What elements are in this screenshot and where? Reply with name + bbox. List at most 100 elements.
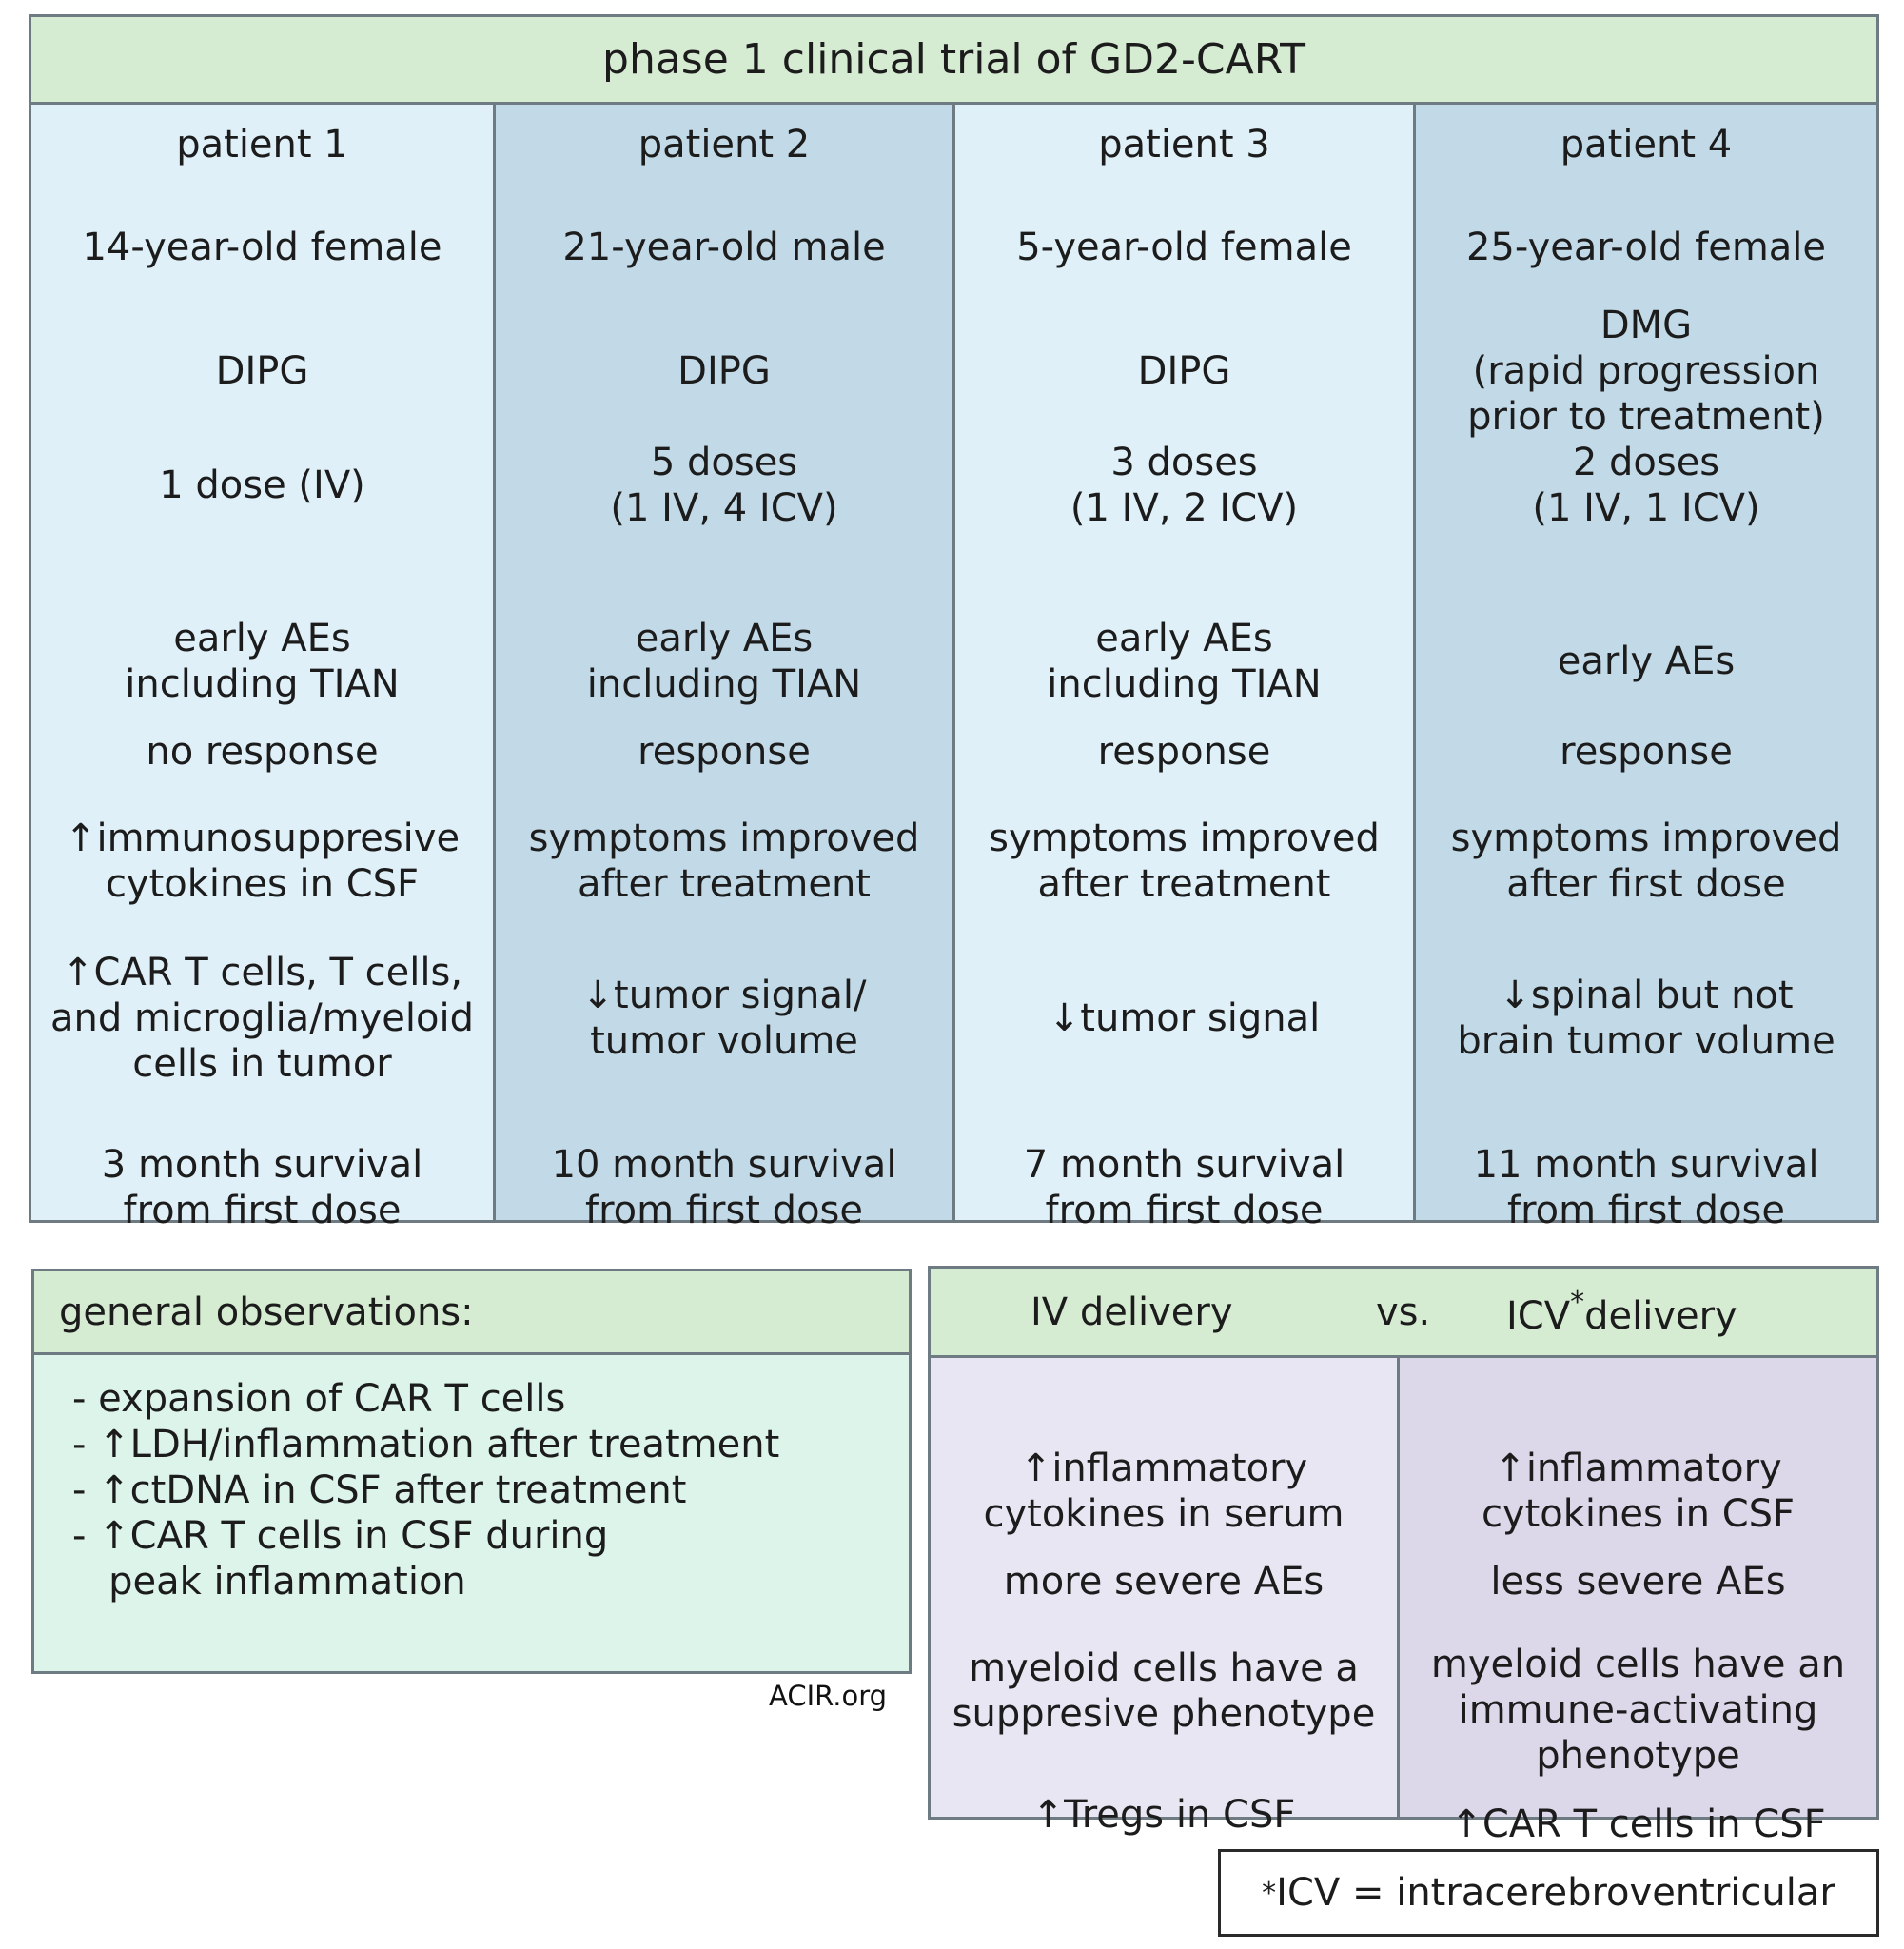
iv-cytokines-finding-line: cytokines in serum xyxy=(983,1492,1345,1536)
icv-myeloid-phenotype-line: immune-activating xyxy=(1458,1688,1818,1732)
iv-myeloid-phenotype-line: suppresive phenotype xyxy=(952,1692,1376,1736)
patient-label-line: patient 2 xyxy=(638,123,811,167)
response: response xyxy=(961,729,1407,775)
doses-line: (1 IV, 4 ICV) xyxy=(610,486,838,530)
age-sex-line: 25-year-old female xyxy=(1465,226,1827,269)
icv-delivery-column: ↑inflammatory cytokines in CSF less severe… xyxy=(1397,1358,1876,1846)
adverse-events-line: including TIAN xyxy=(586,662,862,706)
clinical-finding-line: symptoms improved xyxy=(528,817,920,860)
icv-myeloid-phenotype-line: phenotype xyxy=(1536,1734,1740,1778)
adverse-events: early AEs including TIAN xyxy=(37,616,487,707)
patient-label: patient 4 xyxy=(1422,122,1871,167)
iv-ae-severity: more severe AEs xyxy=(936,1559,1391,1604)
icv-myeloid-phenotype: myeloid cells have an immune-activating ph… xyxy=(1405,1642,1871,1779)
diagnosis-line: (rapid progression xyxy=(1472,349,1820,393)
age-sex-line: 5-year-old female xyxy=(1016,226,1352,269)
diagnosis: DMG (rapid progression prior to treatment) xyxy=(1422,303,1871,440)
icv-csf-cell-finding: ↑CAR T cells in CSF xyxy=(1405,1801,1871,1847)
trial-title: phase 1 clinical trial of GD2-CART xyxy=(31,17,1876,105)
clinical-finding-line: ↑immunosuppresive xyxy=(64,817,461,860)
diagnosis: DIPG xyxy=(501,348,947,394)
footnote-text: ICV = intracerebroventricular xyxy=(1276,1871,1835,1915)
observation-item: - ↑ctDNA in CSF after treatment xyxy=(72,1468,687,1512)
icv-cytokines-finding-line: cytokines in CSF xyxy=(1481,1492,1796,1536)
patient-column-1: patient 1 14-year-old female DIPG 1 dose (I… xyxy=(31,105,493,1232)
trial-title-text: phase 1 clinical trial of GD2-CART xyxy=(602,35,1305,84)
patient-label-line: patient 1 xyxy=(176,123,348,167)
response-line: response xyxy=(1560,730,1733,774)
adverse-events-line: early AEs xyxy=(1095,617,1273,660)
imaging-finding-line: ↑CAR T cells, T cells, xyxy=(61,951,463,994)
imaging-finding-line: ↓spinal but not xyxy=(1499,974,1794,1017)
clinical-finding-line: after treatment xyxy=(577,862,871,906)
survival-line: from first dose xyxy=(585,1189,863,1232)
diagnosis-line: DMG xyxy=(1600,304,1693,347)
diagnosis-line: DIPG xyxy=(1137,349,1231,393)
observations-header: general observations: xyxy=(34,1271,909,1355)
survival: 11 month survival from first dose xyxy=(1422,1142,1871,1233)
observation-item: - ↑CAR T cells in CSF during xyxy=(72,1514,609,1558)
imaging-finding-line: and microglia/myeloid xyxy=(49,996,475,1040)
icv-ae-severity: less severe AEs xyxy=(1405,1559,1871,1604)
diagnosis-line: DIPG xyxy=(677,349,771,393)
general-observations-box: general observations: - expansion of CAR… xyxy=(31,1269,912,1674)
adverse-events-line: including TIAN xyxy=(125,662,400,706)
adverse-events: early AEs including TIAN xyxy=(961,616,1407,707)
patient-label: patient 2 xyxy=(501,122,947,167)
age-sex: 21-year-old male xyxy=(501,225,947,270)
doses-line: (1 IV, 1 ICV) xyxy=(1532,486,1760,530)
iv-cytokines-finding-line: ↑inflammatory xyxy=(1019,1447,1308,1490)
survival: 7 month survival from first dose xyxy=(961,1142,1407,1233)
iv-ae-severity-line: more severe AEs xyxy=(1003,1560,1325,1604)
response-line: response xyxy=(1097,730,1271,774)
clinical-finding-line: symptoms improved xyxy=(989,817,1380,860)
adverse-events-line: including TIAN xyxy=(1047,662,1322,706)
survival-line: 7 month survival xyxy=(1023,1143,1345,1187)
response-line: response xyxy=(638,730,811,774)
survival: 10 month survival from first dose xyxy=(501,1142,947,1233)
imaging-finding-line: ↓tumor signal/ xyxy=(581,974,867,1017)
patient-label: patient 1 xyxy=(37,122,487,167)
response: no response xyxy=(37,729,487,775)
comparison-header: IV delivery vs. ICV*delivery xyxy=(931,1269,1876,1358)
clinical-finding: ↑immunosuppresive cytokines in CSF xyxy=(37,816,487,907)
survival-line: 11 month survival xyxy=(1473,1143,1819,1187)
survival-line: from first dose xyxy=(123,1189,402,1232)
clinical-finding: symptoms improved after treatment xyxy=(501,816,947,907)
doses: 5 doses (1 IV, 4 ICV) xyxy=(501,440,947,531)
clinical-finding-line: cytokines in CSF xyxy=(105,862,420,906)
icv-delivery-title: ICV*delivery xyxy=(1506,1286,1737,1338)
icv-cytokines-finding-line: ↑inflammatory xyxy=(1494,1447,1782,1490)
patient-label-line: patient 4 xyxy=(1560,123,1733,167)
clinical-finding-line: after first dose xyxy=(1506,862,1786,906)
delivery-comparison-box: IV delivery vs. ICV*delivery ↑inflammato… xyxy=(928,1266,1879,1846)
observation-item: - ↑LDH/inflammation after treatment xyxy=(72,1423,780,1467)
diagnosis: DIPG xyxy=(37,348,487,394)
doses: 1 dose (IV) xyxy=(37,463,487,508)
doses-line: 1 dose (IV) xyxy=(159,463,365,507)
clinical-finding: symptoms improved after first dose xyxy=(1422,816,1871,907)
doses: 2 doses (1 IV, 1 ICV) xyxy=(1422,440,1871,531)
patient-column-4: patient 4 25-year-old female DMG (rapid pro… xyxy=(1413,105,1876,1232)
imaging-finding: ↓tumor signal/tumor volume xyxy=(501,973,947,1064)
doses-line: 3 doses xyxy=(1110,441,1258,484)
iv-delivery-title: IV delivery xyxy=(1031,1289,1233,1334)
survival: 3 month survival from first dose xyxy=(37,1142,487,1233)
doses-line: 2 doses xyxy=(1572,441,1720,484)
diagnosis-line: prior to treatment) xyxy=(1467,395,1825,439)
iv-cytokines-finding: ↑inflammatory cytokines in serum xyxy=(936,1446,1391,1537)
response: response xyxy=(501,729,947,775)
survival-line: from first dose xyxy=(1045,1189,1324,1232)
imaging-finding: ↓spinal but not brain tumor volume xyxy=(1422,973,1871,1064)
age-sex-line: 14-year-old female xyxy=(82,226,442,269)
adverse-events: early AEs xyxy=(1422,639,1871,684)
imaging-finding: ↑CAR T cells, T cells, and microglia/myel… xyxy=(37,950,487,1087)
imaging-finding-line: ↓tumor signal xyxy=(1048,996,1321,1040)
iv-myeloid-phenotype: myeloid cells have a suppresive phenotype xyxy=(936,1645,1391,1737)
iv-myeloid-phenotype-line: myeloid cells have a xyxy=(969,1646,1359,1690)
imaging-finding-line: brain tumor volume xyxy=(1457,1019,1835,1063)
credit-text: ACIR.org xyxy=(769,1680,888,1712)
diagnosis-line: DIPG xyxy=(215,349,309,393)
icv-ae-severity-line: less severe AEs xyxy=(1490,1560,1786,1604)
patient-label: patient 3 xyxy=(961,122,1407,167)
